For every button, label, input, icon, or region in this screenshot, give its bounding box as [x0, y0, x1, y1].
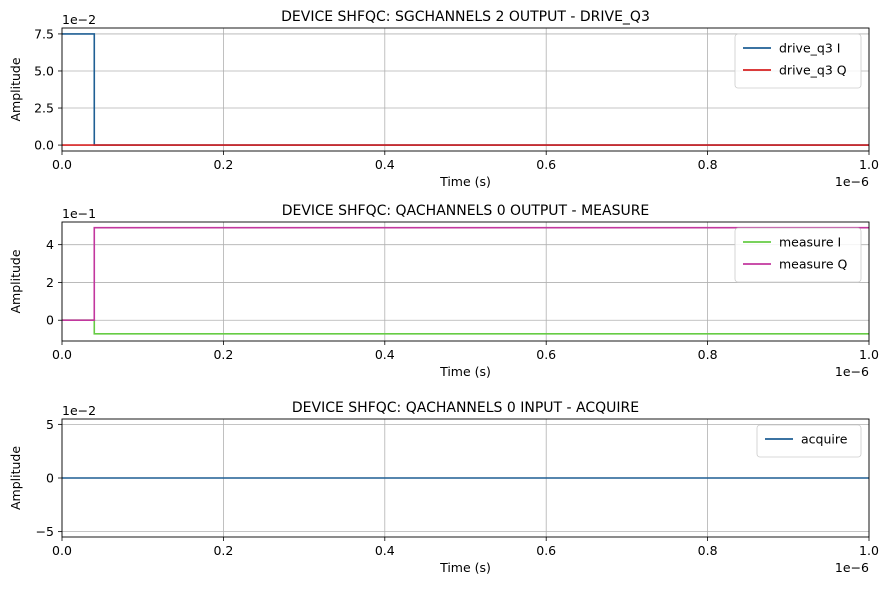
legend-label: measure Q	[779, 257, 847, 272]
y-tick-label: 7.5	[34, 26, 54, 41]
legend-box	[756, 424, 862, 458]
x-tick-label: 0.0	[52, 543, 72, 558]
subplot-3: 0.0 0.2 0.4 0.6 0.8 1.0 −5 0 5 DEVICE SHFQC: QACH…	[8, 400, 879, 575]
x-offset-label: 1e−6	[835, 174, 869, 189]
y-tick-label: −5	[36, 524, 54, 539]
x-tick-label: 0.2	[213, 543, 233, 558]
y-axis-label: Amplitude	[8, 446, 23, 510]
x-tick-label: 0.0	[52, 347, 72, 362]
legend: measure I measure Q	[734, 227, 862, 283]
legend-label: acquire	[801, 432, 848, 447]
x-tick-label: 0.8	[698, 157, 718, 172]
legend-label: drive_q3 Q	[779, 63, 847, 78]
x-axis-label: Time (s)	[439, 174, 491, 189]
y-axis-label: Amplitude	[8, 249, 23, 313]
y-offset-label: 1e−2	[62, 403, 96, 418]
x-tick-label: 0.6	[536, 157, 556, 172]
x-offset-label: 1e−6	[835, 364, 869, 379]
x-tick-label: 0.4	[375, 543, 395, 558]
legend-label: drive_q3 I	[779, 41, 840, 56]
subplot-1: 0.0 0.2 0.4 0.6 0.8 1.0 0.0 2.5 5.0 7.5 DEVICE SHF…	[8, 9, 879, 189]
x-tick-label: 0.4	[375, 157, 395, 172]
chart-title: DEVICE SHFQC: QACHANNELS 0 OUTPUT - MEAS…	[282, 203, 650, 219]
legend: acquire	[756, 424, 862, 458]
x-axis-label: Time (s)	[439, 560, 491, 575]
x-tick-label: 0.0	[52, 157, 72, 172]
x-tick-label: 1.0	[859, 543, 879, 558]
x-tick-label: 1.0	[859, 347, 879, 362]
y-tick-label: 0.0	[34, 138, 54, 153]
axes-frame	[61, 27, 870, 152]
y-tick-label: 4	[46, 237, 54, 252]
series-line-2	[62, 226, 869, 322]
x-tick-label: 0.6	[536, 347, 556, 362]
chart-title: DEVICE SHFQC: QACHANNELS 0 INPUT - ACQUI…	[292, 400, 639, 416]
legend-label: measure I	[779, 235, 841, 250]
subplot-2: 0.0 0.2 0.4 0.6 0.8 1.0 0 2 4 DEVICE SHFQC: QACHA…	[8, 203, 879, 379]
x-tick-label: 0.8	[698, 543, 718, 558]
y-axis-label: Amplitude	[8, 57, 23, 121]
y-tick-label: 2	[46, 275, 54, 290]
x-tick-label: 0.2	[213, 347, 233, 362]
y-tick-label: 5.0	[34, 63, 54, 78]
y-offset-label: 1e−2	[62, 12, 96, 27]
axes-frame	[61, 221, 870, 342]
x-offset-label: 1e−6	[835, 560, 869, 575]
x-tick-label: 0.8	[698, 347, 718, 362]
y-offset-label: 1e−1	[62, 206, 96, 221]
chart-title: DEVICE SHFQC: SGCHANNELS 2 OUTPUT - DRIV…	[281, 9, 650, 25]
x-tick-label: 0.2	[213, 157, 233, 172]
x-tick-label: 1.0	[859, 157, 879, 172]
x-tick-label: 0.4	[375, 347, 395, 362]
x-axis-label: Time (s)	[439, 364, 491, 379]
axes-frame	[61, 418, 870, 538]
y-tick-label: 0	[46, 313, 54, 328]
y-tick-label: 0	[46, 471, 54, 486]
y-tick-label: 2.5	[34, 101, 54, 116]
x-tick-label: 0.6	[536, 543, 556, 558]
legend: drive_q3 I drive_q3 Q	[734, 33, 862, 89]
y-tick-label: 5	[46, 417, 54, 432]
series-line-1	[62, 319, 869, 335]
